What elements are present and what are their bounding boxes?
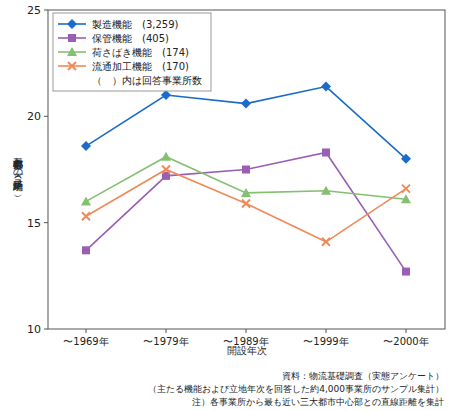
y-tick [44, 116, 48, 117]
y-axis-label: 三大都市中心部との平均距離（km） [13, 151, 24, 198]
legend-marker [68, 34, 76, 42]
data-point [241, 188, 251, 197]
plot-marks [81, 82, 411, 276]
series-line [86, 157, 406, 202]
legend-label: 流通加工機能 (170) [92, 61, 189, 72]
source-note: （主たる機能および立地年次を回答した約4,000事業所のサンプル集計） [148, 384, 444, 394]
legend-marker [68, 62, 76, 70]
chart-container: 10152025〜1969年〜1979年〜1989年〜1999年〜2000年開設… [0, 0, 450, 411]
source-note: 資料：物流基礎調査（実態アンケート） [282, 371, 444, 381]
data-point [322, 238, 330, 246]
plot-frame [48, 10, 445, 329]
data-point [321, 186, 331, 195]
y-tick-label: 25 [27, 4, 41, 17]
data-point [242, 166, 250, 174]
legend-label: 製造機能 (3,259) [92, 19, 179, 30]
data-point [161, 90, 171, 100]
x-tick [246, 329, 247, 333]
x-tick [326, 329, 327, 333]
source-note: 注）各事業所から最も近い三大都市中心部との直線距離を集計 [192, 397, 444, 407]
data-point [402, 185, 410, 193]
x-tick [406, 329, 407, 333]
y-tick [44, 222, 48, 223]
data-point [81, 141, 91, 151]
data-point [401, 194, 411, 203]
series-line [86, 152, 406, 271]
x-tick [86, 329, 87, 333]
y-tick [44, 329, 48, 330]
x-tick-label: 〜1969年 [63, 336, 108, 347]
legend-marker [67, 19, 77, 29]
data-point [82, 246, 90, 254]
x-tick-label: 〜1999年 [303, 336, 348, 347]
series-line [86, 87, 406, 159]
legend: 製造機能 (3,259) 保管機能 (405) 荷さばき機能 (174) 流通加工機能… [53, 13, 211, 91]
data-point [81, 196, 91, 205]
y-tick-label: 15 [27, 217, 41, 230]
legend-box [53, 13, 211, 91]
y-tick-label: 20 [27, 110, 41, 123]
data-point [401, 154, 411, 164]
data-point [321, 82, 331, 92]
y-tick-label: 10 [27, 323, 41, 336]
data-point [402, 268, 410, 276]
x-axis-label: 開設年次 [227, 345, 267, 356]
y-tick [44, 10, 48, 11]
data-point [82, 212, 90, 220]
data-point [161, 152, 171, 161]
legend-marker [67, 47, 77, 56]
x-tick-label: 〜2000年 [383, 336, 428, 347]
data-point [322, 148, 330, 156]
data-point [241, 99, 251, 109]
x-tick-label: 〜1979年 [143, 336, 188, 347]
data-point [162, 166, 170, 174]
data-point [242, 200, 250, 208]
legend-label: 保管機能 (405) [92, 33, 169, 44]
chart-svg: 10152025〜1969年〜1979年〜1989年〜1999年〜2000年開設… [0, 0, 450, 411]
legend-note: （ ）内は回答事業所数 [92, 75, 202, 86]
x-tick [166, 329, 167, 333]
series-line [86, 170, 406, 242]
legend-label: 荷さばき機能 (174) [92, 47, 189, 58]
